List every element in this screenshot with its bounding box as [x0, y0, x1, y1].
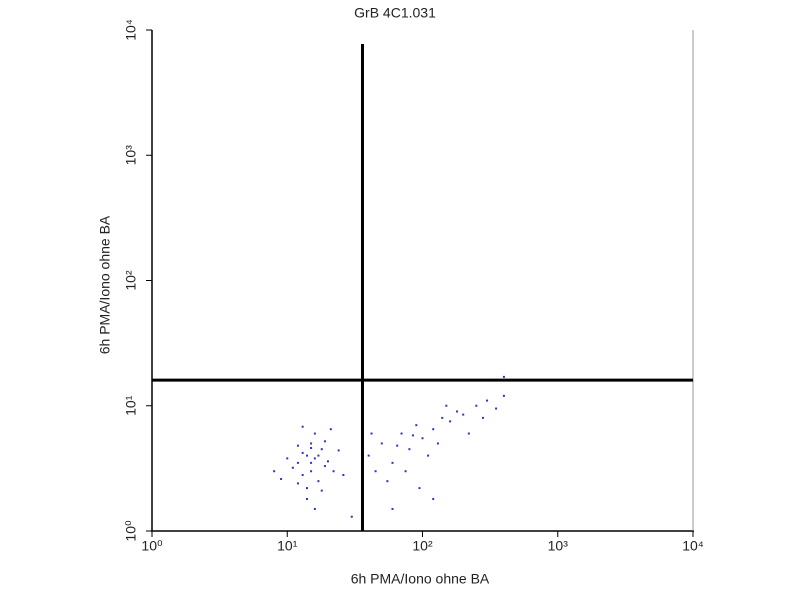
x-tick-label: 10³ [548, 538, 569, 554]
dot [462, 413, 465, 416]
dot [391, 461, 394, 464]
dot [310, 470, 313, 473]
chart-title: GrB 4C1.031 [354, 5, 436, 21]
dot [301, 451, 304, 454]
dot [374, 470, 377, 473]
dot [317, 454, 320, 457]
dot [306, 487, 309, 490]
dot [320, 489, 323, 492]
dot [313, 432, 316, 435]
x-tick-label: 10⁴ [682, 538, 704, 554]
dot [301, 425, 304, 428]
dot [329, 428, 332, 431]
dot [310, 461, 313, 464]
dot [320, 448, 323, 451]
dot [475, 404, 478, 407]
x-tick-label: 10² [412, 538, 433, 554]
dot [386, 480, 389, 483]
y-tick-label: 10³ [123, 145, 139, 166]
dot [286, 457, 289, 460]
dot [310, 442, 313, 445]
dot [296, 444, 299, 447]
dot [323, 440, 326, 443]
dot [306, 498, 309, 501]
dot [313, 507, 316, 510]
dot [432, 428, 435, 431]
y-axis-label: 6h PMA/Iono ohne BA [97, 215, 113, 354]
dot [502, 375, 505, 378]
dot [418, 487, 421, 490]
dot [342, 473, 345, 476]
x-axis-label: 6h PMA/Iono ohne BA [351, 571, 490, 587]
dot [280, 478, 283, 481]
dot [296, 461, 299, 464]
dot [421, 437, 424, 440]
dot [301, 473, 304, 476]
y-tick-label: 10⁰ [123, 520, 139, 542]
dot [445, 404, 448, 407]
y-tick-label: 10² [123, 270, 139, 291]
dot [486, 399, 489, 402]
dot [310, 446, 313, 449]
dot [313, 457, 316, 460]
dot [432, 498, 435, 501]
dot [449, 420, 452, 423]
dot [441, 416, 444, 419]
dot [456, 410, 459, 413]
dot [400, 432, 403, 435]
y-tick-label: 10⁴ [123, 19, 139, 41]
dot [291, 466, 294, 469]
dot [404, 470, 407, 473]
dot [296, 482, 299, 485]
dot [350, 515, 353, 518]
y-tick-label: 10¹ [123, 395, 139, 416]
dot [481, 416, 484, 419]
dot [502, 394, 505, 397]
dot [332, 470, 335, 473]
dot [415, 424, 418, 427]
x-tick-label: 10¹ [277, 538, 298, 554]
dot [408, 448, 411, 451]
dot [367, 454, 370, 457]
dot [467, 432, 470, 435]
dot [370, 432, 373, 435]
dot [323, 465, 326, 468]
dot [436, 442, 439, 445]
dot [326, 460, 329, 463]
dot [411, 434, 414, 437]
dot [317, 480, 320, 483]
x-tick-label: 10⁰ [141, 538, 163, 554]
dot [337, 449, 340, 452]
dot [380, 442, 383, 445]
dot [427, 454, 430, 457]
dot [306, 454, 309, 457]
dot [273, 470, 276, 473]
dot [396, 444, 399, 447]
dot [495, 407, 498, 410]
dot [391, 507, 394, 510]
